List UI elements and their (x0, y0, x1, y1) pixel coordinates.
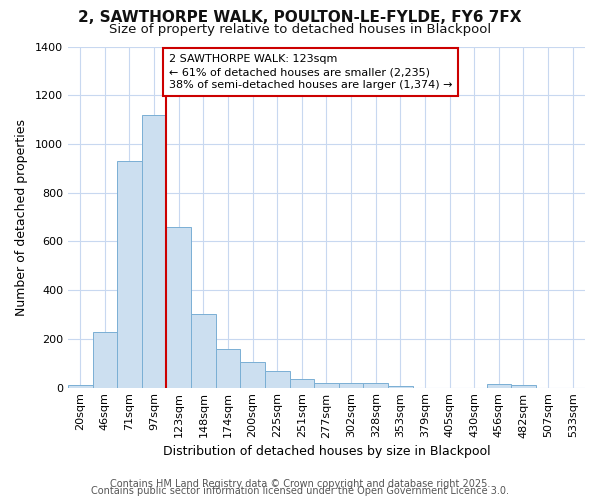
Y-axis label: Number of detached properties: Number of detached properties (15, 118, 28, 316)
Bar (117, 161, 142, 388)
Bar (339, 382, 364, 388)
Bar (265, 370, 290, 388)
Bar (388, 386, 413, 388)
Bar (511, 385, 536, 388)
Bar (240, 362, 265, 388)
Bar (68, 385, 92, 388)
Bar (487, 384, 511, 388)
Text: Contains HM Land Registry data © Crown copyright and database right 2025.: Contains HM Land Registry data © Crown c… (110, 479, 490, 489)
Bar (166, 227, 191, 388)
Bar (364, 382, 388, 388)
Text: Contains public sector information licensed under the Open Government Licence 3.: Contains public sector information licen… (91, 486, 509, 496)
Bar (92, 332, 117, 388)
X-axis label: Distribution of detached houses by size in Blackpool: Distribution of detached houses by size … (163, 444, 490, 458)
Text: Size of property relative to detached houses in Blackpool: Size of property relative to detached ho… (109, 22, 491, 36)
Text: 2 SAWTHORPE WALK: 123sqm
← 61% of detached houses are smaller (2,235)
38% of sem: 2 SAWTHORPE WALK: 123sqm ← 61% of detach… (169, 54, 452, 90)
Bar (142, 114, 166, 388)
Bar (290, 379, 314, 388)
Bar (314, 382, 339, 388)
Text: 2, SAWTHORPE WALK, POULTON-LE-FYLDE, FY6 7FX: 2, SAWTHORPE WALK, POULTON-LE-FYLDE, FY6… (78, 10, 522, 25)
Bar (215, 348, 240, 388)
Bar (191, 314, 215, 388)
